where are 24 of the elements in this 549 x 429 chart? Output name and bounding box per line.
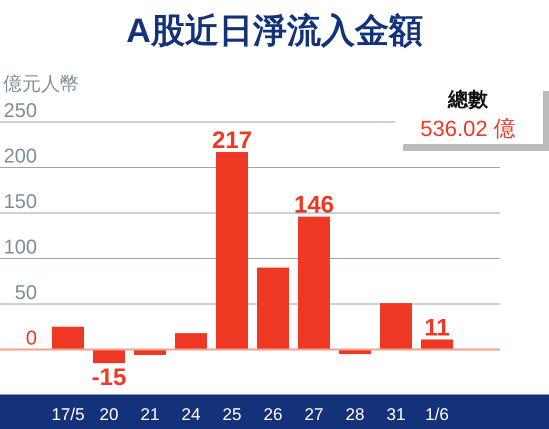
data-label: 11 (424, 314, 450, 342)
y-tick-label: 200 (4, 146, 37, 168)
chart-title: A股近日淨流入金額 (126, 12, 423, 50)
annotation: 536.02 億 (420, 116, 516, 141)
x-tick-label: 20 (100, 405, 118, 424)
y-tick-label: 150 (4, 191, 37, 213)
x-tick-label: 24 (182, 405, 200, 424)
x-tick-label: 17/5 (51, 405, 85, 424)
x-tick-label: 28 (346, 405, 364, 424)
y-tick-label: 250 (4, 100, 37, 122)
x-tick-label: 26 (264, 405, 282, 424)
data-label: 146 (294, 192, 334, 219)
x-tick-label: 27 (304, 405, 324, 424)
x-tick-label: 31 (386, 405, 406, 424)
y-tick-label: 50 (14, 282, 37, 304)
data-label: 217 (212, 127, 252, 154)
x-tick-label: 1/6 (425, 405, 449, 424)
x-tick-label: 21 (140, 405, 160, 424)
text: 總數 (447, 89, 489, 111)
x-tick-label: 25 (222, 405, 242, 424)
y-tick-label: 0 (26, 328, 37, 350)
y-axis-title: 億元人幣 (3, 74, 79, 95)
y-tick-label: 100 (4, 236, 37, 258)
data-label: -15 (92, 364, 126, 392)
